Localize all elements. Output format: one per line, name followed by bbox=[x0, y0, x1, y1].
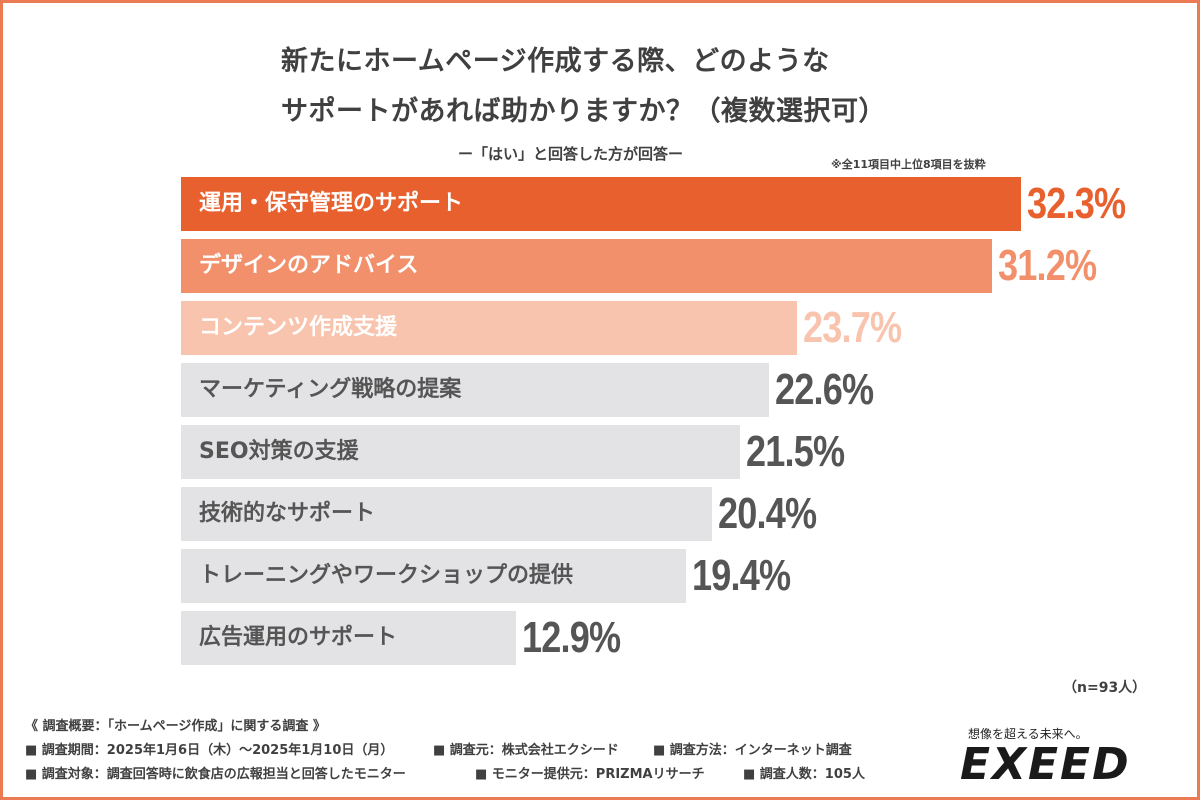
bar-2 bbox=[181, 239, 992, 293]
bar-value-7: 19.4% bbox=[692, 551, 791, 600]
bar-label-1: 運用・保守管理のサポート bbox=[199, 191, 464, 216]
survey-organizer: ■ 調査元：株式会社エクシード bbox=[433, 743, 619, 758]
survey-provider: ■ モニター提供元：PRIZMAリサーチ bbox=[475, 767, 705, 782]
bar-value-3: 23.7% bbox=[803, 303, 902, 352]
bar-label-2: デザインのアドバイス bbox=[199, 253, 419, 278]
exeed-logo: 想像を超える未来へ。 EXEED bbox=[958, 725, 1178, 793]
bar-3 bbox=[181, 301, 797, 355]
survey-target: ■ 調査対象：調査回答時に飲食店の広報担当と回答したモニター bbox=[25, 767, 406, 782]
bar-8 bbox=[181, 611, 516, 665]
chart-title: 新たにホームページ作成する際、どのような サポートがあれば助かりますか？（複数選… bbox=[281, 37, 981, 137]
bar-1 bbox=[181, 177, 1021, 231]
chart-note: ※全11項目中上位8項目を抜粋 bbox=[831, 158, 986, 171]
bar-label-8: 広告運用のサポート bbox=[199, 625, 398, 650]
bar-value-1: 32.3% bbox=[1027, 179, 1126, 228]
survey-count: ■ 調査人数：105人 bbox=[743, 767, 865, 782]
sample-size-label: （n=93人） bbox=[1063, 680, 1147, 696]
bar-7 bbox=[181, 549, 686, 603]
chart-title-line1: 新たにホームページ作成する際、どのような bbox=[281, 46, 830, 77]
bar-value-6: 20.4% bbox=[718, 489, 817, 538]
bar-label-4: マーケティング戦略の提案 bbox=[199, 377, 462, 402]
bar-4 bbox=[181, 363, 769, 417]
survey-header: 《 調査概要：「ホームページ作成」に関する調査 》 bbox=[25, 719, 326, 734]
chart-title-line2: サポートがあれば助かりますか？（複数選択可） bbox=[281, 96, 886, 127]
logo-tagline: 想像を超える未来へ。 bbox=[968, 727, 1088, 741]
logo-wordmark: EXEED bbox=[960, 739, 1131, 790]
bar-label-6: 技術的なサポート bbox=[199, 501, 376, 526]
bar-label-7: トレーニングやワークショップの提供 bbox=[199, 563, 574, 588]
bar-value-8: 12.9% bbox=[522, 613, 621, 662]
bar-value-2: 31.2% bbox=[998, 241, 1097, 290]
survey-period: ■ 調査期間：2025年1月6日（木）〜2025年1月10日（月） bbox=[25, 743, 394, 758]
bar-5 bbox=[181, 425, 740, 479]
bar-6 bbox=[181, 487, 712, 541]
survey-method: ■ 調査方法：インターネット調査 bbox=[653, 743, 852, 758]
bar-label-5: SEO対策の支援 bbox=[199, 439, 359, 464]
bar-value-5: 21.5% bbox=[746, 427, 845, 476]
bar-label-3: コンテンツ作成支援 bbox=[199, 315, 398, 340]
chart-subtitle: ー「はい」と回答した方が回答ー bbox=[458, 145, 684, 163]
bar-value-4: 22.6% bbox=[775, 365, 874, 414]
